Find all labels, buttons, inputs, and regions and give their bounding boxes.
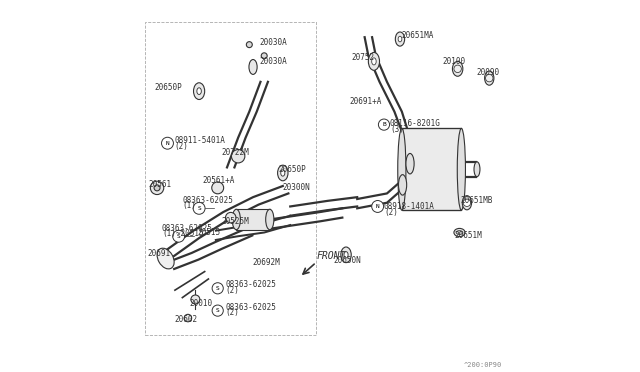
Ellipse shape — [452, 61, 463, 76]
Circle shape — [378, 119, 390, 130]
Text: 08363-62025: 08363-62025 — [182, 196, 233, 205]
Text: 08363-62025: 08363-62025 — [162, 224, 212, 232]
Ellipse shape — [372, 58, 376, 65]
Text: S: S — [216, 286, 220, 291]
Ellipse shape — [454, 228, 465, 237]
Ellipse shape — [278, 165, 288, 181]
Text: S: S — [197, 206, 201, 211]
Text: 20722M: 20722M — [221, 148, 249, 157]
Text: 20651M: 20651M — [454, 231, 483, 240]
Ellipse shape — [266, 209, 274, 230]
Circle shape — [212, 283, 223, 294]
Text: N: N — [166, 141, 170, 146]
Ellipse shape — [197, 88, 202, 94]
Text: 20100: 20100 — [443, 57, 466, 66]
Ellipse shape — [457, 128, 465, 210]
Ellipse shape — [249, 60, 257, 74]
Ellipse shape — [456, 231, 463, 234]
Text: 08363-62025: 08363-62025 — [225, 280, 276, 289]
Text: 20602: 20602 — [174, 315, 197, 324]
Ellipse shape — [398, 36, 402, 42]
Circle shape — [193, 202, 205, 214]
Text: (2): (2) — [225, 286, 239, 295]
Text: 20651MB: 20651MB — [461, 196, 493, 205]
Ellipse shape — [406, 153, 414, 174]
Circle shape — [463, 199, 470, 206]
Ellipse shape — [281, 170, 285, 176]
Text: 20692M: 20692M — [252, 258, 280, 267]
Ellipse shape — [462, 196, 472, 210]
Text: 20691: 20691 — [147, 249, 170, 258]
Text: 20090: 20090 — [476, 68, 499, 77]
Circle shape — [486, 74, 493, 82]
Circle shape — [154, 185, 160, 191]
Text: (2): (2) — [384, 208, 398, 217]
Ellipse shape — [396, 32, 404, 46]
Text: (3): (3) — [390, 125, 404, 134]
Circle shape — [173, 230, 184, 242]
Text: 20515: 20515 — [197, 228, 220, 237]
Circle shape — [184, 314, 191, 322]
Text: (2): (2) — [174, 142, 188, 151]
Text: (1): (1) — [182, 201, 196, 210]
Text: S: S — [177, 234, 180, 239]
Text: 20030A: 20030A — [259, 57, 287, 66]
Ellipse shape — [261, 53, 267, 59]
Text: ^200:0P90: ^200:0P90 — [464, 362, 502, 368]
Text: FRONT: FRONT — [317, 251, 346, 261]
Text: 20651MA: 20651MA — [402, 31, 434, 40]
Ellipse shape — [344, 251, 348, 258]
Text: 08911-5401A: 08911-5401A — [174, 136, 225, 145]
Text: (1)~20515: (1)~20515 — [162, 229, 204, 238]
Ellipse shape — [341, 247, 351, 263]
Text: 20691+A: 20691+A — [349, 97, 381, 106]
Circle shape — [212, 305, 223, 316]
Ellipse shape — [369, 52, 380, 70]
Text: (2): (2) — [225, 308, 239, 317]
Text: 20752: 20752 — [351, 53, 375, 62]
Text: 08116-8201G: 08116-8201G — [390, 119, 441, 128]
Ellipse shape — [246, 42, 252, 48]
Text: 20525M: 20525M — [221, 217, 249, 226]
Ellipse shape — [484, 71, 494, 85]
Circle shape — [161, 137, 173, 149]
Text: 20030A: 20030A — [259, 38, 287, 47]
Circle shape — [454, 65, 461, 73]
Ellipse shape — [232, 209, 241, 230]
Ellipse shape — [157, 248, 174, 269]
Text: 08363-62025: 08363-62025 — [225, 302, 276, 311]
Bar — [402, 128, 461, 210]
Text: S: S — [216, 308, 220, 313]
Bar — [145, 22, 316, 335]
Text: 08918-1401A: 08918-1401A — [384, 202, 435, 211]
Ellipse shape — [474, 162, 480, 177]
Text: N: N — [376, 204, 380, 209]
Text: B: B — [382, 122, 386, 127]
Circle shape — [232, 150, 245, 163]
Text: 20650P: 20650P — [154, 83, 182, 92]
Text: 20650N: 20650N — [333, 256, 361, 265]
Circle shape — [150, 181, 164, 195]
Circle shape — [191, 295, 200, 304]
Text: 20561+A: 20561+A — [203, 176, 235, 185]
Bar — [236, 209, 270, 230]
Ellipse shape — [397, 128, 406, 210]
Text: 20300N: 20300N — [282, 183, 310, 192]
Text: 20010: 20010 — [189, 299, 212, 308]
Circle shape — [212, 182, 223, 194]
Text: 20650P: 20650P — [278, 165, 306, 174]
Text: 20561: 20561 — [148, 180, 172, 189]
Ellipse shape — [399, 175, 406, 195]
Circle shape — [372, 201, 383, 212]
Ellipse shape — [193, 83, 205, 100]
Circle shape — [225, 212, 236, 223]
